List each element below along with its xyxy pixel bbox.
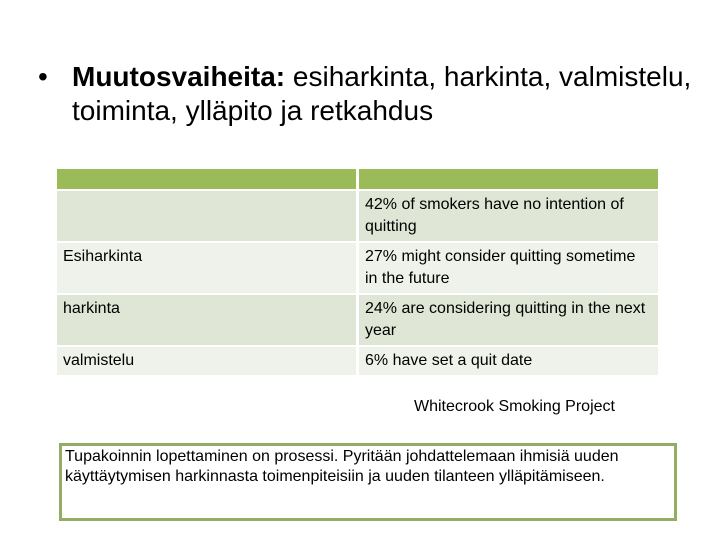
table-row: 42% of smokers have no intention of quit… bbox=[57, 191, 658, 243]
text-cell: 42% of smokers have no intention of quit… bbox=[359, 191, 658, 243]
table-header bbox=[57, 169, 658, 191]
text-cell: 24% are considering quitting in the next… bbox=[359, 295, 658, 347]
header-cell bbox=[57, 169, 359, 191]
stages-table: 42% of smokers have no intention of quit… bbox=[57, 169, 658, 377]
stage-cell: Esiharkinta bbox=[57, 243, 359, 295]
table-row: harkinta 24% are considering quitting in… bbox=[57, 295, 658, 347]
stage-cell: valmistelu bbox=[57, 347, 359, 377]
text-cell: 27% might consider quitting sometime in … bbox=[359, 243, 658, 295]
title-bold: Muutosvaiheita: bbox=[72, 61, 286, 92]
table-row: valmistelu 6% have set a quit date bbox=[57, 347, 658, 377]
title-rest: esiharkinta, harkinta, valmistelu, toimi… bbox=[72, 61, 692, 126]
stage-cell: harkinta bbox=[57, 295, 359, 347]
text-cell: 6% have set a quit date bbox=[359, 347, 658, 377]
table-row: Esiharkinta 27% might consider quitting … bbox=[57, 243, 658, 295]
stage-cell bbox=[57, 191, 359, 243]
header-cell bbox=[359, 169, 658, 191]
source-label: Whitecrook Smoking Project bbox=[414, 398, 615, 415]
bullet: • bbox=[38, 61, 48, 92]
note-box: Tupakoinnin lopettaminen on prosessi. Py… bbox=[59, 443, 677, 521]
